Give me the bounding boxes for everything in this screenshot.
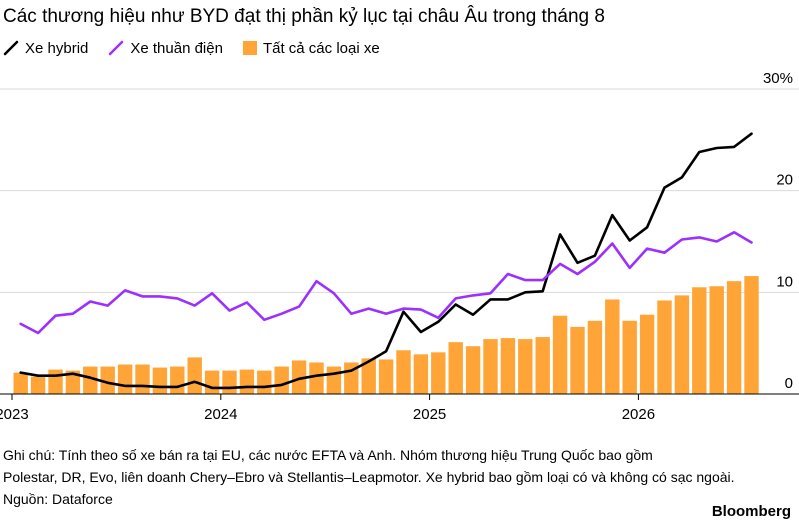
legend: Xe hybrid Xe thuần điện Tất cả các loại … — [3, 38, 400, 58]
bar-2025-06 — [518, 339, 533, 394]
bar-2023-05 — [83, 366, 98, 394]
x-tick-label-2026: 2026 — [622, 406, 655, 423]
legend-label-all: Tất cả các loại xe — [262, 39, 380, 57]
footnotes: Ghi chú: Tính theo số xe bán ra tại EU, … — [3, 444, 798, 510]
x-tick-label-2025: 2025 — [413, 406, 446, 423]
bar-2024-12 — [413, 354, 429, 394]
bar-2026-01 — [639, 314, 655, 394]
bar-2026-06 — [726, 281, 742, 394]
bar-2023-12 — [204, 370, 220, 394]
x-tick-label-2024: 2024 — [204, 406, 237, 423]
bar-2023-02 — [30, 376, 46, 394]
chart-plot: 0 10 20 30% 2023 2024 2025 2026 — [0, 70, 799, 423]
legend-item-all: Tất cả các loại xe — [242, 39, 380, 57]
bar-2026-03 — [674, 295, 690, 394]
chart-title: Các thương hiệu như BYD đạt thị phần kỷ … — [3, 6, 605, 27]
y-tick-label-20: 20 — [776, 172, 793, 189]
bar-2025-02 — [448, 342, 463, 394]
bar-2025-08 — [552, 315, 568, 394]
legend-item-hybrid: Xe hybrid — [3, 40, 88, 57]
bar-2025-09 — [570, 326, 585, 394]
bar-2025-12 — [622, 320, 637, 394]
legend-label-hybrid: Xe hybrid — [25, 39, 89, 57]
note-line-2: Polestar, DR, Evo, liên doanh Chery–Ebro… — [3, 469, 735, 485]
bar-2024-06 — [309, 362, 324, 394]
y-tick-label-10: 10 — [776, 273, 793, 290]
bar-2026-05 — [709, 286, 724, 394]
bar-2023-10 — [170, 366, 185, 394]
x-tick-label-2023: 2023 — [0, 406, 29, 423]
bar-2024-02 — [239, 369, 255, 394]
bar-2024-01 — [222, 370, 237, 394]
y-tick-label-30: 30% — [763, 70, 793, 87]
bar-2023-01 — [13, 372, 28, 394]
bar-2026-07 — [744, 276, 759, 394]
bar-2025-03 — [465, 346, 481, 394]
bar-2024-07 — [326, 366, 342, 394]
bar-2023-04 — [65, 370, 81, 394]
legend-swatch-electric — [109, 40, 124, 56]
y-tick-label-0: 0 — [785, 375, 793, 392]
note-line-1: Ghi chú: Tính theo số xe bán ra tại EU, … — [3, 447, 653, 463]
bar-2023-03 — [48, 369, 63, 394]
legend-item-electric: Xe thuần điện — [108, 40, 223, 57]
bar-2026-04 — [692, 287, 707, 394]
bar-2025-05 — [500, 338, 516, 394]
bar-2025-07 — [535, 337, 550, 394]
bar-2023-08 — [135, 364, 150, 394]
bar-2023-06 — [100, 366, 115, 394]
legend-swatch-hybrid — [3, 40, 19, 56]
series-line-hybrid — [19, 132, 753, 390]
bar-2026-02 — [657, 300, 672, 394]
source-line: Nguồn: Dataforce — [3, 491, 113, 507]
bar-2024-04 — [274, 366, 289, 394]
bar-2025-04 — [483, 339, 498, 394]
legend-swatch-all — [242, 41, 257, 55]
bar-2024-05 — [291, 360, 307, 394]
bar-2024-09 — [361, 358, 376, 394]
bar-2025-11 — [605, 299, 620, 394]
bar-2024-10 — [378, 359, 394, 394]
bar-2023-07 — [117, 364, 133, 394]
bar-2023-09 — [152, 367, 168, 394]
bar-2025-01 — [431, 352, 446, 394]
bloomberg-logo: Bloomberg — [711, 503, 791, 520]
bar-2025-10 — [587, 320, 603, 394]
bar-2024-11 — [396, 350, 411, 394]
bar-2024-03 — [257, 370, 272, 394]
legend-label-electric: Xe thuần điện — [130, 39, 223, 57]
series-line-electric — [19, 231, 753, 335]
bar-2023-11 — [187, 357, 202, 394]
